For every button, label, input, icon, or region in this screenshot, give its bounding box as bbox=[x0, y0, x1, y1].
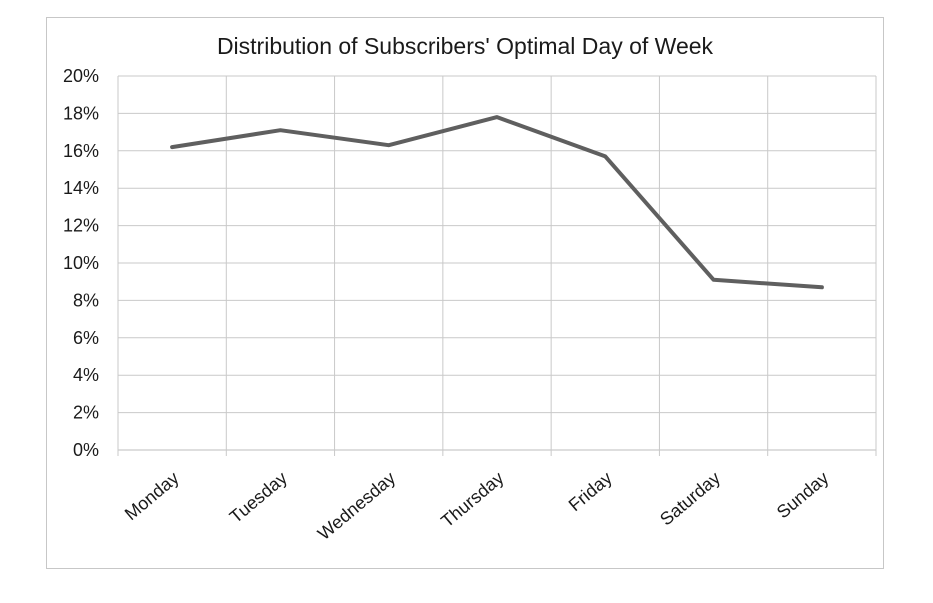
x-tick-label: Thursday bbox=[437, 468, 507, 532]
y-tick-label: 20% bbox=[63, 66, 99, 86]
y-tick-label: 0% bbox=[73, 440, 99, 460]
x-axis-ticks: Monday Tuesday Wednesday Thursday Friday Satu… bbox=[121, 468, 833, 544]
y-tick-label: 14% bbox=[63, 178, 99, 198]
y-tick-label: 6% bbox=[73, 328, 99, 348]
x-tick-label: Wednesday bbox=[314, 468, 399, 544]
x-tick-label: Monday bbox=[121, 468, 183, 524]
series-layer bbox=[170, 115, 824, 290]
y-tick-label: 10% bbox=[63, 253, 99, 273]
x-tick-label: Saturday bbox=[656, 468, 724, 530]
y-tick-label: 4% bbox=[73, 365, 99, 385]
chart-frame bbox=[46, 17, 884, 569]
y-tick-label: 16% bbox=[63, 141, 99, 161]
x-tick-label: Friday bbox=[565, 468, 616, 515]
series-line bbox=[170, 115, 824, 290]
y-axis-ticks: 0% 2% 4% 6% 8% 10% 12% 14% 16% 18% 20% bbox=[63, 66, 99, 460]
grid-layer bbox=[117, 75, 877, 456]
x-tick-label: Tuesday bbox=[226, 468, 291, 527]
chart-title: Distribution of Subscribers' Optimal Day… bbox=[217, 33, 714, 59]
x-tick-label: Sunday bbox=[773, 468, 833, 523]
y-tick-label: 12% bbox=[63, 216, 99, 236]
y-tick-label: 2% bbox=[73, 403, 99, 423]
y-tick-label: 8% bbox=[73, 290, 99, 310]
y-tick-label: 18% bbox=[63, 103, 99, 123]
